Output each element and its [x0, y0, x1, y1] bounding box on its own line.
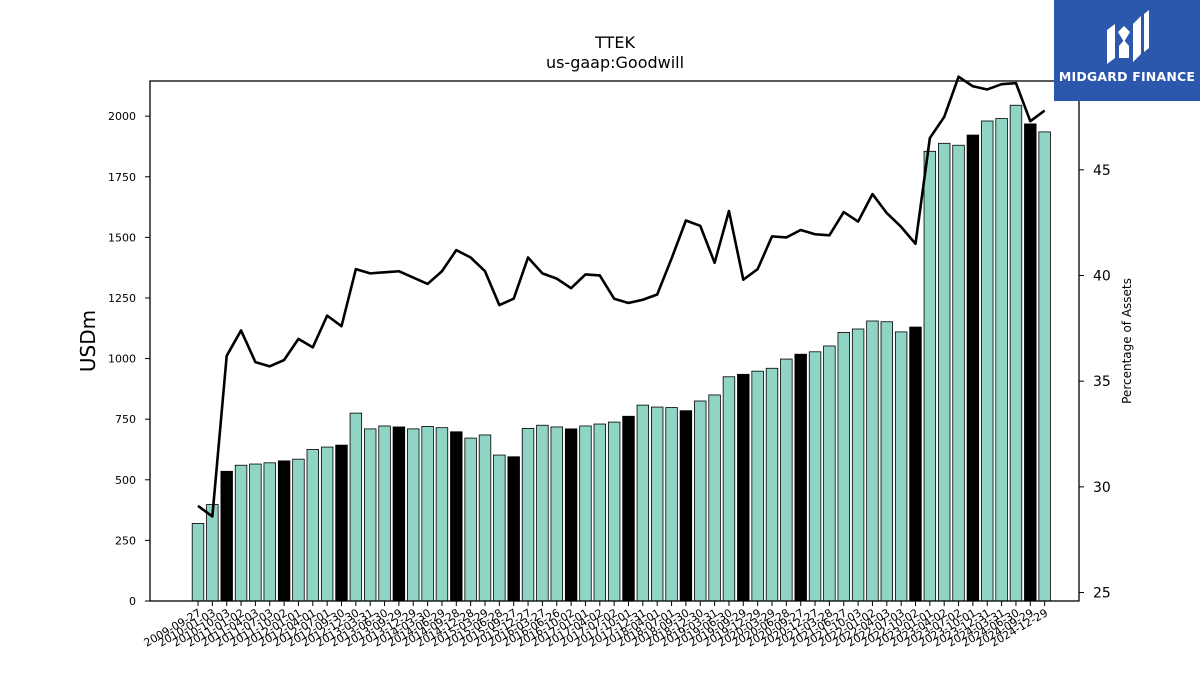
- y-tick-label: 250: [115, 534, 136, 547]
- bar-2024-12-29: [1038, 131, 1051, 602]
- y2-tick-label: 25: [1093, 586, 1111, 602]
- bar-2021-06-27: [837, 331, 850, 602]
- bar-2022-10-02: [909, 326, 922, 602]
- bar-2020-09-27: [794, 353, 807, 602]
- bar-2023-12-31: [981, 120, 994, 602]
- y2-tick-label: 45: [1093, 163, 1111, 179]
- bar-2018-07-01: [665, 407, 678, 602]
- logo-text: MIDGARD FINANCE: [1058, 69, 1196, 84]
- bar-2014-06-29: [435, 427, 449, 602]
- y-axis-left: 0 250 500 750 1000 1250 1500 1750 2000: [108, 110, 150, 608]
- bar-2012-04-01: [306, 449, 320, 602]
- y-tick-label: 1000: [108, 353, 136, 366]
- bar-2020-12-27: [808, 351, 822, 602]
- bar-2024-09-29: [1024, 123, 1037, 602]
- midgard-logo-icon: [1107, 10, 1149, 64]
- bar-series: [191, 104, 1051, 602]
- bar-2017-07-02: [607, 421, 621, 602]
- bar-2009-09-27: [191, 523, 205, 602]
- percentage-line: [197, 75, 1046, 518]
- y-tick-label: 1250: [108, 292, 136, 305]
- bar-2018-04-01: [651, 406, 664, 602]
- bar-2017-04-02: [593, 423, 607, 602]
- bar-2013-12-29: [407, 428, 420, 602]
- bar-2011-10-02: [277, 460, 291, 602]
- bar-2016-10-02: [564, 428, 578, 602]
- y-tick-label: 1500: [108, 231, 136, 244]
- bar-2023-10-01: [966, 134, 980, 602]
- y-tick-label: 750: [115, 413, 136, 426]
- bar-2022-04-03: [880, 321, 894, 602]
- bar-2019-12-29: [751, 370, 764, 602]
- bar-2021-10-03: [851, 328, 865, 602]
- bar-2012-09-30: [335, 444, 348, 602]
- bar-2014-09-28: [450, 431, 463, 602]
- bar-2023-07-02: [952, 144, 965, 602]
- bar-2020-03-29: [765, 367, 779, 602]
- bar-2012-07-01: [320, 446, 334, 602]
- bar-2011-07-03: [263, 462, 276, 602]
- bar-2014-12-28: [464, 437, 477, 602]
- y-tick-label: 500: [115, 474, 136, 487]
- bar-2012-01-01: [292, 458, 305, 602]
- y-tick-label: 1750: [108, 171, 136, 184]
- bar-2010-10-03: [220, 470, 233, 602]
- bar-2024-06-30: [1009, 104, 1023, 602]
- y-axis-right: 25 30 35 40 45: [1079, 163, 1111, 602]
- chart-subtitle: us-gaap:Goodwill: [546, 53, 684, 72]
- bar-2022-01-02: [866, 320, 879, 602]
- bar-2013-03-31: [363, 428, 377, 602]
- bar-2018-09-30: [679, 410, 693, 602]
- bar-2010-01-03: [206, 504, 219, 602]
- bar-2022-07-03: [894, 331, 908, 602]
- bar-2017-12-31: [636, 404, 650, 602]
- percentage-line-series: [197, 75, 1046, 518]
- bar-2013-06-30: [378, 425, 391, 602]
- midgard-finance-logo: MIDGARD FINANCE: [1054, 0, 1200, 101]
- bar-2015-09-27: [507, 456, 520, 602]
- bar-2015-03-29: [478, 434, 492, 602]
- bar-2016-06-26: [550, 426, 563, 602]
- chart-title: TTEK: [594, 33, 635, 52]
- bar-2023-04-02: [938, 142, 951, 602]
- bar-2019-09-29: [737, 373, 750, 602]
- bar-2011-04-03: [249, 463, 262, 602]
- bar-2013-09-29: [392, 426, 406, 602]
- y-tick-label: 2000: [108, 110, 136, 123]
- y2-tick-label: 30: [1093, 480, 1111, 496]
- bar-2016-03-27: [536, 424, 549, 602]
- bar-2024-03-31: [995, 118, 1008, 602]
- bar-2020-06-28: [780, 358, 793, 602]
- bar-2017-10-01: [622, 415, 635, 602]
- y2-axis-label: Percentage of Assets: [1120, 278, 1134, 404]
- y2-tick-label: 40: [1093, 268, 1111, 284]
- bar-2011-01-02: [234, 464, 248, 602]
- bar-2018-12-30: [694, 400, 707, 602]
- bar-2014-03-30: [421, 426, 434, 602]
- bar-2023-01-01: [923, 150, 937, 602]
- y-tick-label: 0: [129, 595, 136, 608]
- y2-tick-label: 35: [1093, 374, 1111, 390]
- bar-2017-01-01: [579, 425, 592, 602]
- y-axis-label: USDm: [76, 310, 100, 372]
- bar-2015-06-28: [493, 454, 506, 602]
- bar-2012-12-30: [349, 412, 363, 602]
- bar-2019-06-30: [722, 376, 736, 602]
- bar-2019-03-31: [708, 394, 721, 602]
- bar-2015-12-27: [521, 427, 535, 602]
- x-axis: 2009-09-272010-01-032010-10-032011-01-02…: [142, 601, 1050, 650]
- bar-2021-03-28: [823, 345, 836, 602]
